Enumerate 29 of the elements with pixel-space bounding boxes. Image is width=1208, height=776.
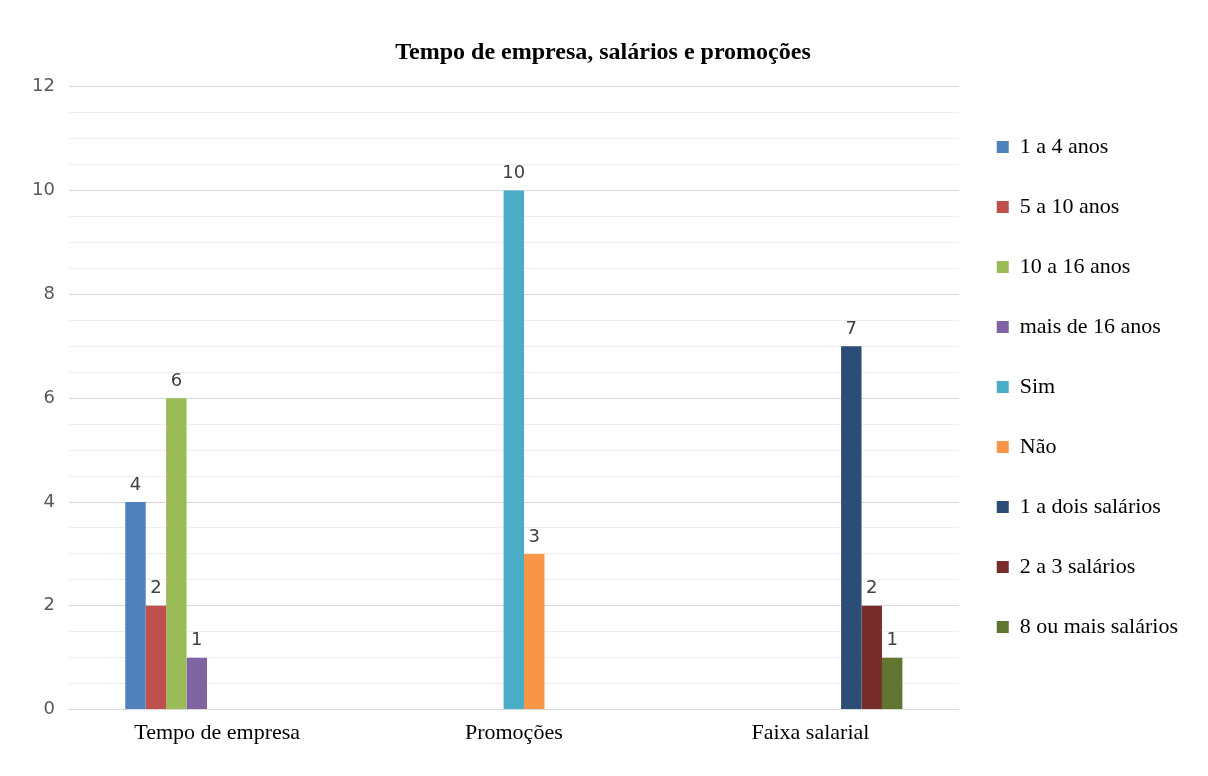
legend-label: 2 a 3 salários	[1019, 552, 1136, 578]
legend-label: 5 a 10 anos	[1019, 192, 1120, 218]
data-label: 10	[502, 161, 526, 183]
legend-label: 8 ou mais salários	[1019, 612, 1179, 638]
legend-label: 10 a 16 anos	[1019, 252, 1131, 278]
legend-label: Não	[1019, 432, 1057, 458]
data-label: 2	[866, 576, 878, 598]
y-tick-label: 4	[43, 489, 55, 511]
data-label: 4	[129, 472, 142, 494]
chart-title: Tempo de empresa, salários e promoções	[395, 37, 811, 64]
legend-label: 1 a 4 anos	[1019, 132, 1109, 158]
x-tick-label: Tempo de empresa	[134, 718, 301, 744]
y-tick-label: 12	[32, 74, 55, 96]
y-tick-label: 8	[43, 282, 55, 304]
y-tick-label: 2	[43, 593, 55, 615]
legend-label: Sim	[1019, 372, 1056, 398]
legend-label: 1 a dois salários	[1019, 492, 1161, 518]
y-tick-label: 0	[43, 697, 55, 719]
data-label: 2	[150, 576, 162, 598]
data-label: 1	[886, 628, 898, 650]
y-tick-label: 10	[32, 178, 55, 200]
data-label: 3	[528, 524, 540, 546]
x-tick-label: Promoções	[464, 718, 563, 744]
x-tick-label: Faixa salarial	[751, 718, 870, 744]
data-label: 6	[170, 368, 183, 390]
data-label: 7	[845, 316, 858, 338]
data-label: 1	[191, 628, 203, 650]
y-tick-label: 6	[43, 385, 55, 407]
legend-label: mais de 16 anos	[1019, 312, 1161, 338]
